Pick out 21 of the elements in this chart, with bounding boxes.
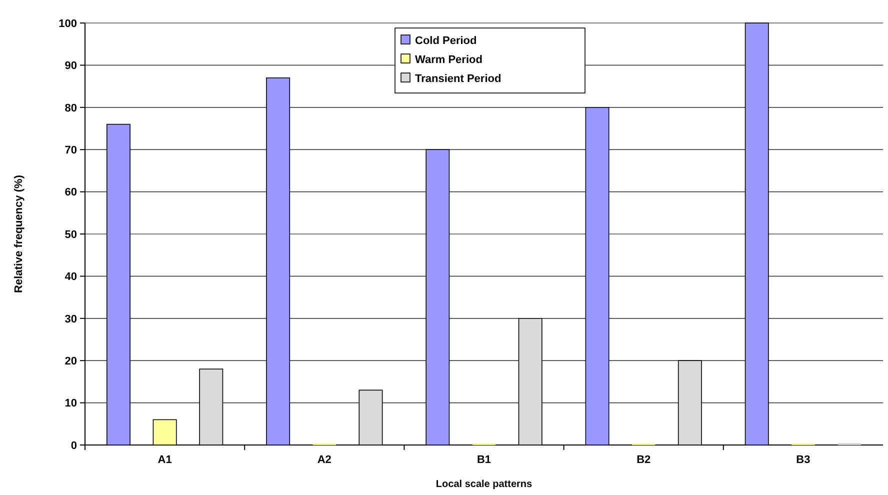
y-axis-title: Relative frequency (%) — [13, 174, 25, 293]
y-tick-label: 0 — [70, 440, 77, 452]
y-tick-label: 20 — [64, 355, 77, 368]
x-tick-label: A1 — [158, 454, 172, 466]
y-tick-label: 40 — [64, 271, 77, 284]
y-tick-label: 80 — [64, 102, 77, 114]
y-tick-label: 90 — [64, 60, 77, 72]
y-tick-label: 10 — [64, 398, 77, 410]
x-tick-label: B1 — [476, 454, 492, 466]
y-tick-label: 50 — [64, 228, 77, 241]
legend-label: Cold Period — [415, 34, 477, 47]
y-tick-label: 100 — [58, 18, 77, 30]
legend-label: Warm Period — [415, 54, 482, 66]
y-tick-label: 60 — [64, 186, 77, 199]
x-tick-label: B2 — [636, 454, 651, 466]
y-tick-label: 70 — [64, 144, 77, 156]
x-tick-label: A2 — [317, 454, 332, 466]
legend-label: Transient Period — [415, 72, 502, 85]
y-tick-label: 30 — [64, 313, 77, 326]
x-tick-label: B3 — [796, 454, 810, 466]
x-axis-title: Local scale patterns — [436, 479, 533, 490]
